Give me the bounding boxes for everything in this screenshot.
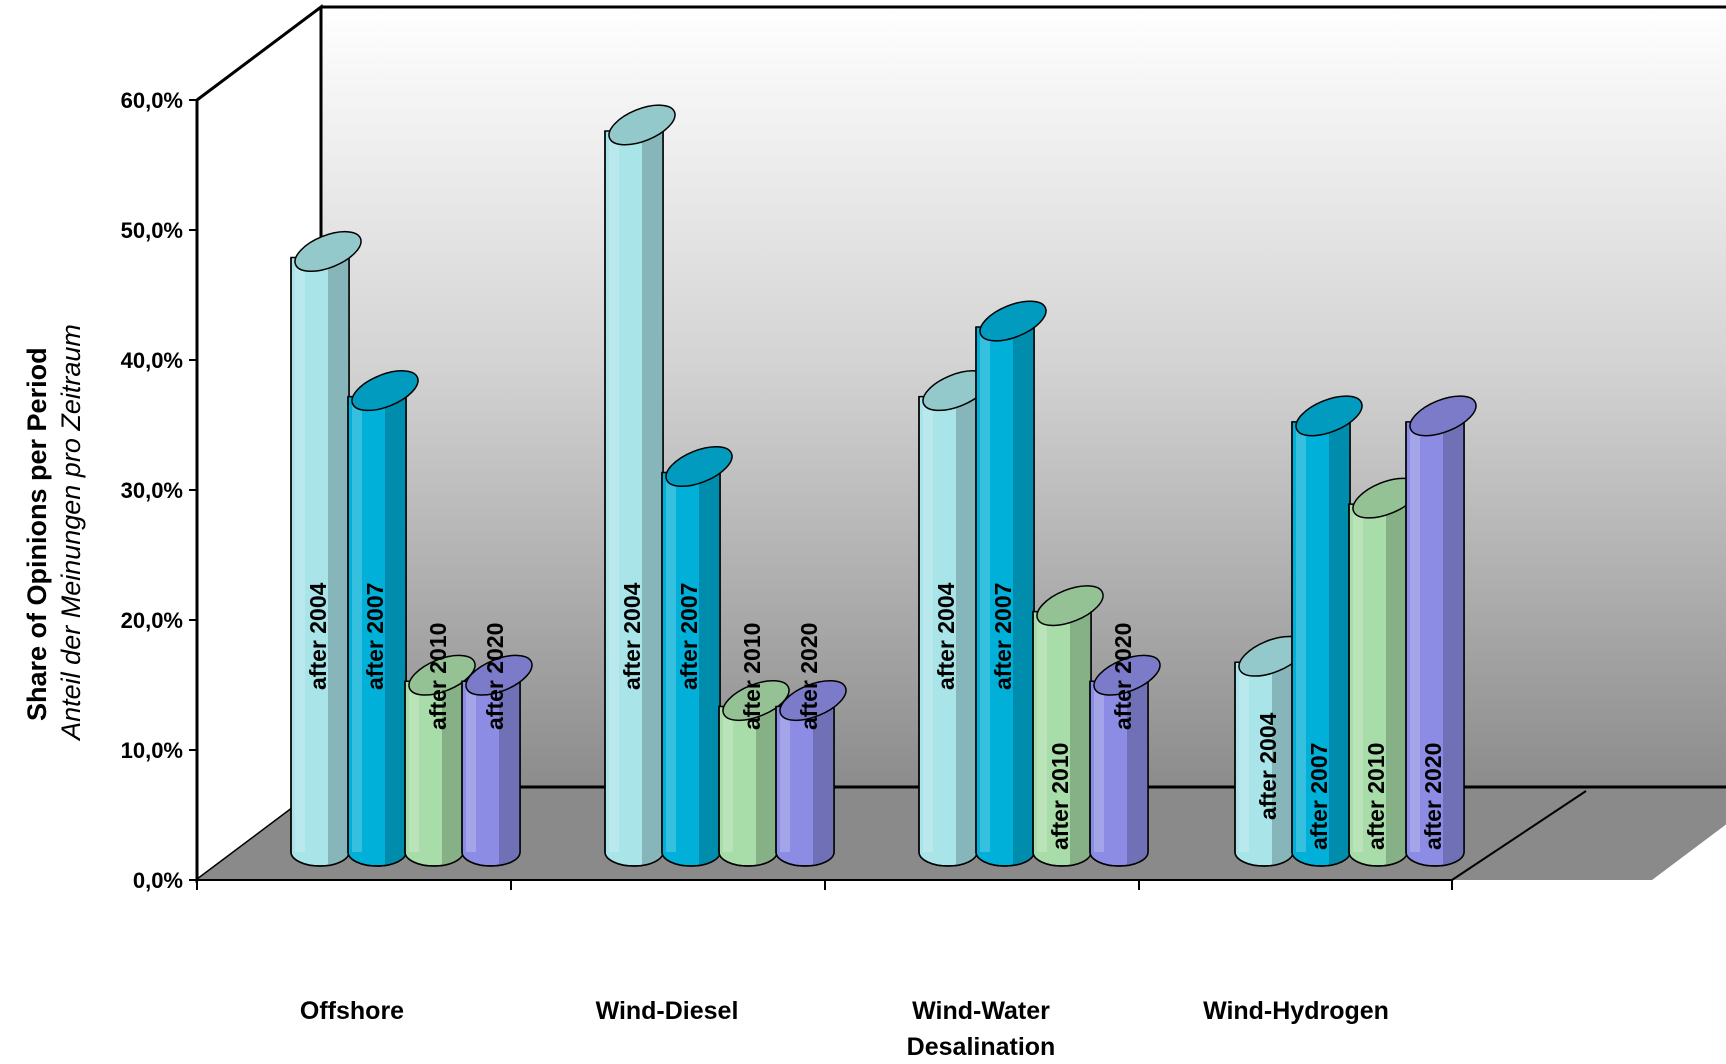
bar: after 2020 <box>461 623 533 867</box>
bar-shade <box>1013 327 1034 865</box>
bar-highlight <box>723 706 733 852</box>
x-category-label: Wind-Hydrogen <box>1203 997 1389 1025</box>
bar-highlight <box>1037 611 1047 852</box>
x-category-label: Wind-Diesel <box>596 997 739 1025</box>
bar-top <box>722 679 790 722</box>
y-tick-label: 60,0% <box>121 88 183 113</box>
bar-highlight <box>466 681 476 852</box>
bar-highlight <box>780 706 790 852</box>
bar-highlight <box>352 396 362 852</box>
y-tick-label: 50,0% <box>121 218 183 243</box>
bar-highlight <box>1410 421 1420 852</box>
bar-highlight <box>666 472 676 852</box>
bar-top <box>408 654 476 696</box>
bar: after 2004 <box>604 104 676 867</box>
bar-highlight <box>409 681 419 852</box>
bar-top <box>979 300 1047 342</box>
bar-label: after 2004 <box>305 582 331 690</box>
y-axis: 0,0% 10,0% 20,0% 30,0% 40,0% 50,0% 60,0% <box>121 88 199 893</box>
bar-shade <box>1443 421 1464 865</box>
bar: after 2004 <box>1234 635 1306 867</box>
bar-top <box>1036 585 1104 627</box>
bar-highlight <box>1094 681 1104 852</box>
bar-label: after 2010 <box>425 623 451 730</box>
bar-shade <box>385 396 406 865</box>
x-category-label: Wind-Water Desalination <box>907 997 1056 1061</box>
bar-highlight <box>609 130 619 852</box>
bar-top <box>465 654 533 696</box>
y-tick-label: 20,0% <box>121 608 183 633</box>
bar-shade <box>1329 421 1350 865</box>
bar: after 2007 <box>347 370 419 867</box>
bar: after 2004 <box>918 370 990 867</box>
bar-label: after 2010 <box>739 623 765 730</box>
bar-shade <box>756 706 777 865</box>
bar-highlight <box>1353 504 1363 852</box>
bar-label: after 2020 <box>796 623 822 730</box>
bar-label: after 2010 <box>1363 743 1389 850</box>
bar-shade <box>699 472 720 865</box>
floor-right-edge <box>1451 790 1587 881</box>
y-axis-title: Share of Opinions per Period Anteil der … <box>22 324 86 742</box>
bar-label: after 2007 <box>1306 743 1332 850</box>
bars: after 2004 after 2004 after 2004 after 2004… <box>290 104 1477 867</box>
bar-shade <box>328 257 349 865</box>
x-category-label: Offshore <box>300 997 404 1025</box>
bar-label: after 2007 <box>362 583 388 690</box>
bar-shade <box>813 706 834 865</box>
y-tick-label: 40,0% <box>121 348 183 373</box>
bar-top <box>351 370 419 412</box>
y-axis-title-main: Share of Opinions per Period <box>22 347 52 721</box>
bar-label: after 2020 <box>1420 743 1446 850</box>
y-tick-label: 0,0% <box>133 868 183 893</box>
bar-highlight <box>980 327 990 852</box>
bar: after 2007 <box>1291 395 1363 867</box>
bar-highlight <box>1239 662 1249 852</box>
bar-top <box>1295 395 1363 437</box>
y-tick-label: 10,0% <box>121 738 183 763</box>
bar-top <box>665 445 733 488</box>
bar: after 2020 <box>1405 395 1477 867</box>
bar-label: after 2007 <box>990 583 1016 690</box>
bar: after 2020 <box>1089 623 1161 867</box>
bar-top <box>294 230 362 272</box>
x-axis: Offshore Wind-Diesel Wind-Water Desalinatio… <box>196 880 1453 1061</box>
bar-shade <box>1272 662 1293 865</box>
y-axis-title-sub: Anteil der Meinungen pro Zeitraum <box>56 324 86 742</box>
bar: after 2004 <box>290 230 362 867</box>
bar-highlight <box>923 396 933 852</box>
bar-highlight <box>1296 421 1306 852</box>
bar: after 2007 <box>661 445 733 867</box>
bar-highlight <box>295 257 305 852</box>
bar-label: after 2004 <box>1255 712 1281 820</box>
bar-top <box>608 104 676 146</box>
bar-label: after 2020 <box>1110 623 1136 730</box>
bar-label: after 2004 <box>619 582 645 690</box>
bar-top <box>1409 395 1477 437</box>
bar: after 2010 <box>1348 477 1420 867</box>
bar-top <box>779 679 847 722</box>
bar-top <box>1093 654 1161 696</box>
bar-shade <box>442 681 463 865</box>
y-tick-label: 30,0% <box>121 478 183 503</box>
bar-label: after 2020 <box>482 623 508 730</box>
bar-label: after 2004 <box>933 582 959 690</box>
bar-shade <box>642 130 663 865</box>
bar-shade <box>1386 504 1407 865</box>
bar-label: after 2010 <box>1047 743 1073 850</box>
bar-shade <box>499 681 520 865</box>
bar: after 2020 <box>775 623 847 867</box>
bar: after 2010 <box>718 623 790 867</box>
bar-shade <box>1127 681 1148 865</box>
bar-label: after 2007 <box>676 583 702 690</box>
bar-shade <box>956 396 977 865</box>
bar-shade <box>1070 611 1091 865</box>
